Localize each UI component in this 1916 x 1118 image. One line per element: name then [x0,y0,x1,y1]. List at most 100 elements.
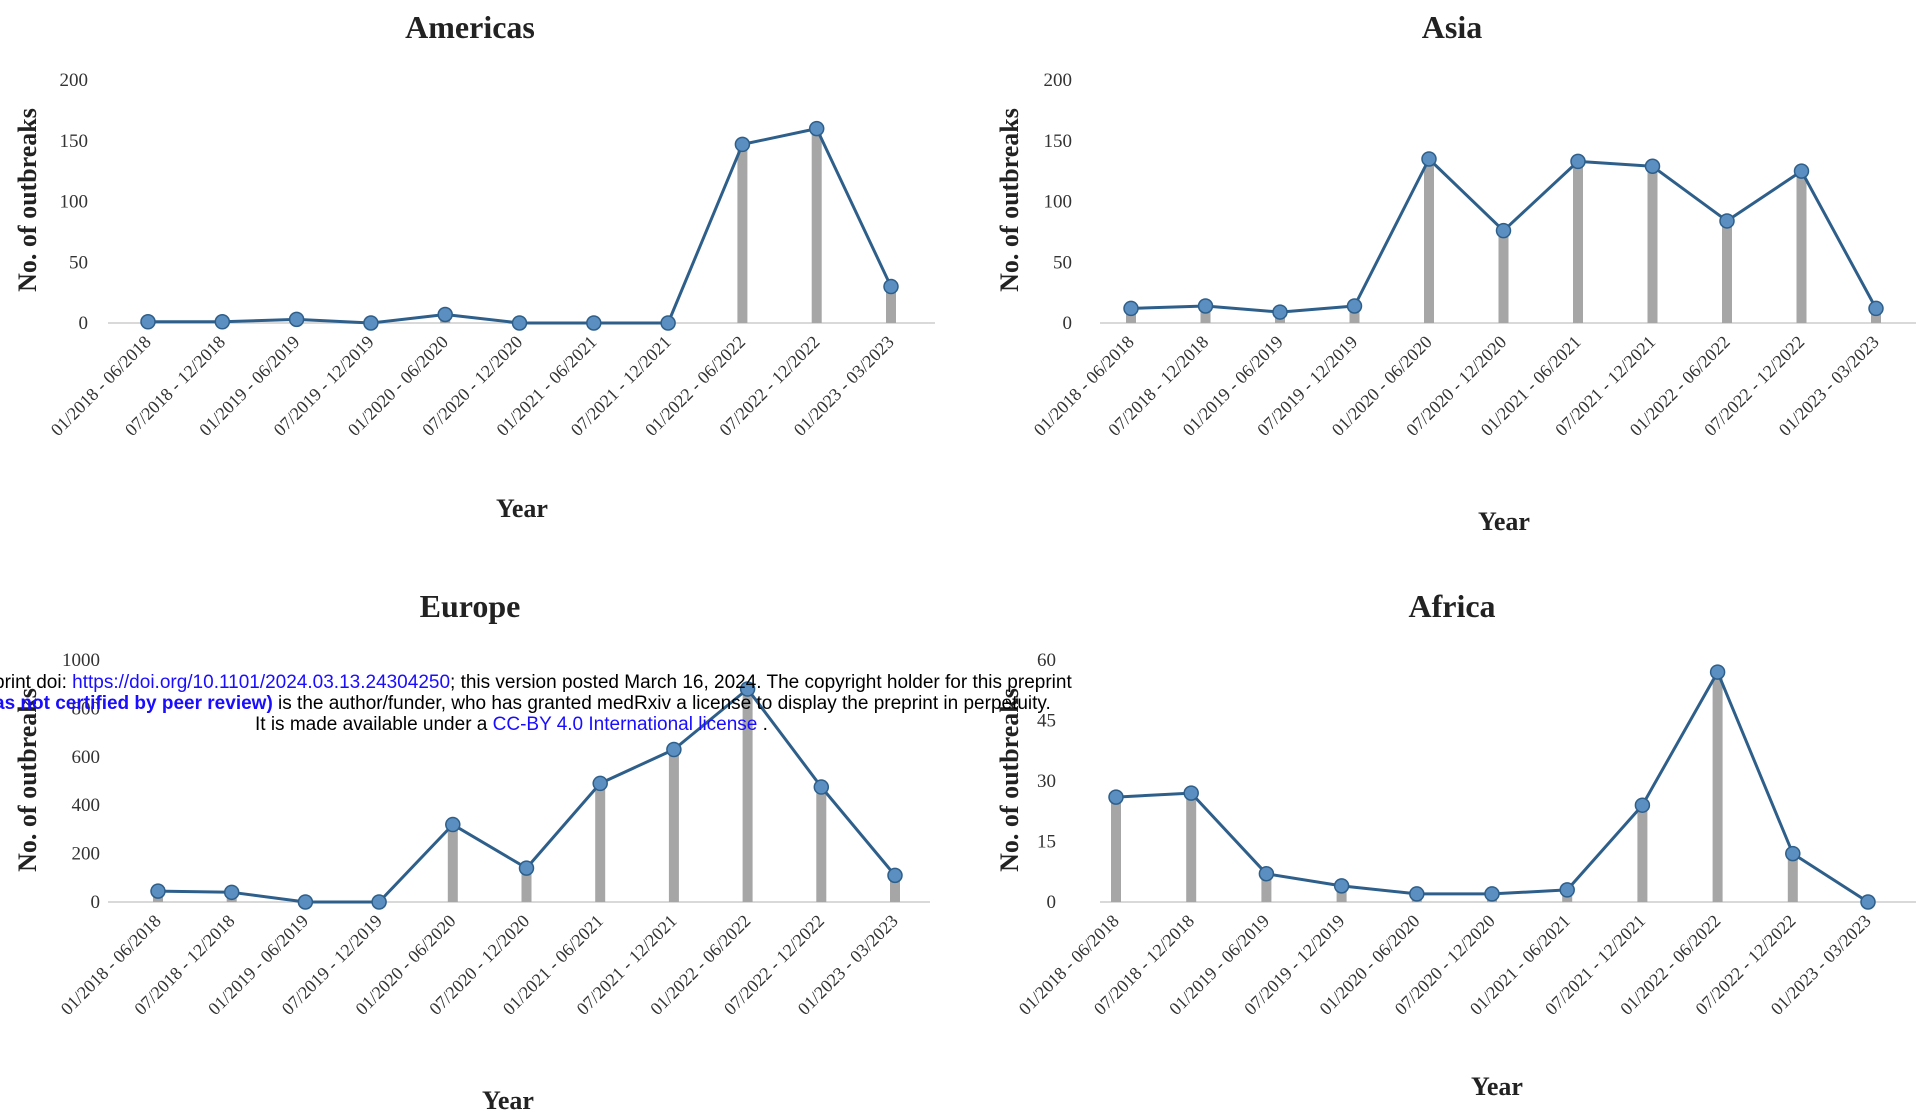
value-bar [742,689,753,902]
data-point [1570,153,1586,170]
y-tick-label: 60 [1037,650,1056,671]
y-tick-label: 600 [72,747,101,768]
value-bar [811,128,822,323]
data-point [1868,300,1884,317]
data-point [883,278,899,295]
value-bar [886,286,896,323]
y-tick-label: 200 [60,70,89,91]
banner-text: print doi: [0,672,73,693]
data-point [1719,213,1735,229]
value-bar [1261,873,1272,902]
y-tick-label: 45 [1037,711,1056,732]
value-bar [1796,171,1807,323]
y-tick-label: 50 [1053,252,1072,273]
value-bar [521,868,532,902]
value-bar [737,144,748,323]
data-point [1495,222,1512,239]
y-tick-label: 100 [1044,192,1073,213]
data-point [518,860,535,876]
value-bar [1787,853,1798,902]
data-point [660,315,676,331]
y-tick-label: 0 [1047,892,1057,913]
banner-line-1: print doi: https://doi.org/10.1101/2024.… [0,672,1072,693]
data-point [592,775,608,792]
data-point [437,306,453,323]
y-tick-label: 150 [1044,131,1073,152]
value-bar [595,783,606,902]
data-point [1197,298,1214,314]
panel-asia: Asia No. of outbreaks Year 0501001502000… [995,9,1916,536]
value-bar [1424,158,1434,323]
data-point [586,315,602,331]
value-bar [1200,305,1211,323]
value-bar [447,824,458,902]
value-bar [668,749,679,902]
x-axis-label: Year [482,1086,534,1115]
data-point [666,741,682,758]
data-point [1346,298,1363,314]
banner-text: ; this version posted March 16, 2024. Th… [450,672,1072,693]
data-point [1860,894,1876,910]
data-point [214,314,231,330]
data-point [1484,886,1500,902]
data-point [297,894,314,910]
value-bar [1722,220,1732,323]
data-point [140,314,156,330]
y-tick-label: 50 [69,252,88,273]
y-tick-label: 1000 [62,650,100,671]
value-bar [1647,166,1658,323]
data-point [1634,797,1651,813]
data-point [1258,866,1275,882]
y-axis-label: No. of outbreaks [995,108,1024,292]
data-point [1559,882,1575,898]
data-point [887,867,903,884]
data-point [1183,785,1199,801]
panel-europe: Europe No. of outbreaks Year 0 200 400 600 8… [13,588,930,1115]
y-tick-label: 0 [79,313,89,334]
value-bar [1573,161,1583,323]
y-tick-label: 200 [1044,70,1073,91]
x-axis-label: Year [496,494,548,523]
value-bar [1336,885,1347,902]
value-bar [1712,672,1723,902]
data-point [288,311,305,328]
y-tick-label: 0 [1063,313,1073,334]
data-point [739,681,756,697]
y-axis-label: No. of outbreaks [995,688,1024,872]
panel-americas: Americas No. of outbreaks Year 0 50 100 150… [13,9,935,523]
panel-title: Asia [1422,9,1482,45]
data-point [371,894,387,910]
value-bar [1186,793,1197,902]
license-link[interactable]: CC-BY 4.0 International license [492,714,758,735]
y-tick-label: 800 [72,698,101,719]
value-bar [1111,797,1121,902]
panel-title: Americas [405,9,535,45]
panel-title: Europe [420,588,521,624]
data-point [150,883,166,899]
series-line [148,127,893,325]
data-point [1421,151,1437,167]
y-axis-label: No. of outbreaks [13,688,42,872]
data-point [1785,845,1801,862]
peer-review-note: as not certified by peer review) [0,693,273,714]
panel-africa: Africa No. of outbreaks Year 01530456001… [995,588,1916,1101]
x-axis-label: Year [1471,1072,1523,1101]
doi-link[interactable]: https://doi.org/10.1101/2024.03.13.24304… [72,672,451,693]
data-point [1333,878,1350,894]
value-bar [1349,305,1360,323]
data-point [1409,886,1425,902]
y-axis-label: No. of outbreaks [13,108,42,292]
x-axis-label: Year [1478,507,1530,536]
data-point [1644,158,1661,175]
banner-text: It is made available under a [255,714,493,735]
y-tick-label: 15 [1037,832,1056,853]
data-point [808,120,825,137]
data-point [734,136,751,153]
banner-line-2: as not certified by peer review) is the … [0,693,1051,714]
data-point [1123,300,1139,317]
data-point [1108,789,1124,805]
data-point [813,779,830,795]
